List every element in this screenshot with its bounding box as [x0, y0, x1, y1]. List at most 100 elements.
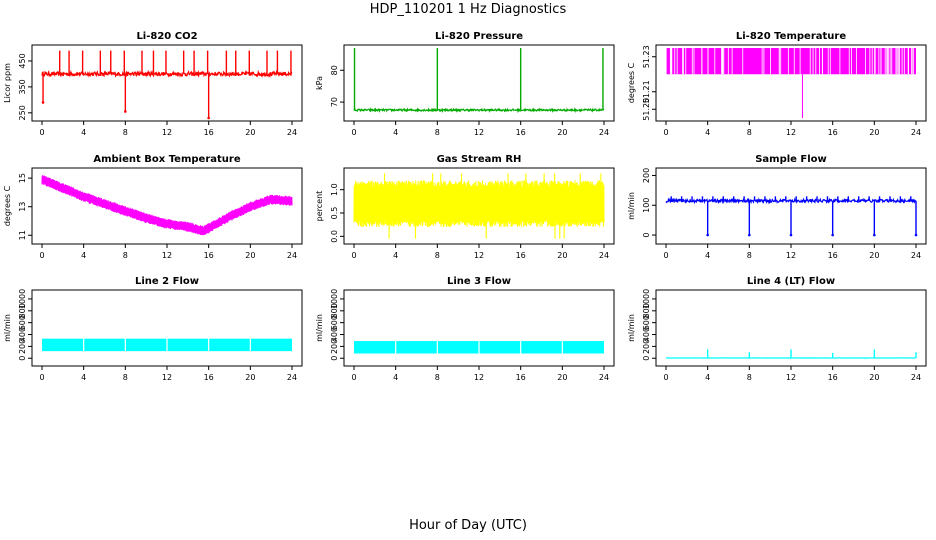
- x-tick-label: 24: [287, 128, 297, 137]
- plot-frame: [31, 44, 303, 122]
- series-trace: [353, 107, 605, 114]
- y-tick-label: 800: [642, 303, 651, 318]
- y-tick-label: 350: [18, 79, 27, 94]
- dip-point: [831, 233, 834, 237]
- y-tick-label: 100: [642, 198, 651, 213]
- y-tick-label: 0: [330, 356, 339, 361]
- dip-point: [706, 233, 709, 237]
- x-tick-label: 8: [123, 251, 128, 260]
- x-tick-label: 0: [663, 251, 668, 260]
- y-axis-label: ml/min: [315, 314, 324, 342]
- chart-title: Li-820 Temperature: [736, 31, 846, 42]
- y-tick-label: 200: [642, 168, 651, 183]
- y-tick-label: 600: [18, 315, 27, 330]
- x-tick-label: 12: [786, 128, 796, 137]
- x-tick-label: 12: [786, 251, 796, 260]
- y-tick-label: 200: [18, 339, 27, 354]
- y-axis-label: percent: [315, 191, 324, 222]
- y-tick-label: 600: [330, 315, 339, 330]
- x-tick-label: 4: [81, 128, 86, 137]
- chart-title: Gas Stream RH: [437, 154, 522, 165]
- chart-title: Ambient Box Temperature: [93, 154, 240, 165]
- x-tick-label: 0: [663, 373, 668, 382]
- x-tick-label: 16: [828, 128, 838, 137]
- x-tick-label: 12: [786, 373, 796, 382]
- chart-panel: Li-820 Pressure 0 4 8 12 16 20 24 70 80 kPa: [315, 31, 615, 137]
- x-tick-label: 4: [393, 128, 398, 137]
- x-tick-label: 12: [474, 128, 484, 137]
- y-tick-label: 11: [18, 230, 27, 240]
- y-tick-label: 0: [642, 232, 651, 237]
- x-tick-label: 20: [245, 128, 255, 137]
- x-tick-label: 0: [39, 251, 44, 260]
- dip-point: [207, 116, 210, 120]
- series-trace: [41, 175, 293, 236]
- x-tick-label: 8: [747, 128, 752, 137]
- series-line: [666, 349, 917, 359]
- x-tick-label: 16: [204, 373, 214, 382]
- chart-title: Line 3 Flow: [447, 276, 511, 287]
- x-tick-label: 16: [516, 373, 526, 382]
- x-tick-label: 12: [474, 373, 484, 382]
- y-tick-label: 51.23: [642, 45, 651, 68]
- series-line: [41, 50, 293, 120]
- x-tick-label: 16: [828, 251, 838, 260]
- y-tick-label: 1000: [18, 289, 27, 309]
- y-tick-label: 0: [18, 356, 27, 361]
- plot-frame: [343, 289, 615, 367]
- x-tick-label: 4: [393, 373, 398, 382]
- x-tick-label: 20: [557, 128, 567, 137]
- y-tick-label: 51.21: [642, 80, 651, 103]
- dip-point: [873, 233, 876, 237]
- x-tick-label: 8: [435, 128, 440, 137]
- dip-point: [41, 101, 45, 104]
- series-line: [353, 173, 605, 239]
- chart-panel: Li-820 CO2 0 4 8 12 16 20 24 250 350 450 Licor ppm: [3, 31, 303, 137]
- x-tick-label: 8: [435, 251, 440, 260]
- series-line: [353, 48, 605, 114]
- y-axis-label: degrees C: [627, 62, 636, 103]
- x-tick-label: 4: [705, 251, 710, 260]
- chart-title: Line 4 (LT) Flow: [747, 276, 835, 287]
- series-line: [665, 196, 918, 237]
- x-tick-label: 20: [557, 251, 567, 260]
- y-tick-label: 1000: [642, 289, 651, 309]
- x-tick-label: 12: [162, 128, 172, 137]
- y-axis-label: degrees C: [3, 185, 12, 226]
- x-tick-label: 8: [123, 128, 128, 137]
- y-tick-label: 0.0: [330, 230, 339, 243]
- x-tick-label: 24: [599, 128, 609, 137]
- chart-panel: Ambient Box Temperature 0 4 8 12 16 20 24 11 13 15…: [3, 154, 303, 260]
- x-tick-label: 20: [245, 251, 255, 260]
- chart-panel: Gas Stream RH 0 4 8 12 16 20 24 0.0 0.5 1.0 percent: [315, 154, 615, 260]
- page-title: HDP_110201 1 Hz Diagnostics: [369, 2, 567, 17]
- x-tick-label: 12: [162, 251, 172, 260]
- dip-point: [789, 233, 793, 237]
- x-tick-label: 24: [287, 373, 297, 382]
- y-axis-label: kPa: [315, 76, 324, 90]
- y-tick-label: 200: [330, 339, 339, 354]
- x-tick-label: 24: [911, 251, 921, 260]
- x-tick-label: 16: [204, 251, 214, 260]
- x-tick-label: 16: [204, 128, 214, 137]
- y-tick-label: 450: [18, 53, 27, 68]
- y-tick-label: 250: [18, 105, 27, 120]
- series-line: [42, 337, 292, 353]
- y-tick-label: 400: [642, 327, 651, 342]
- x-axis-label: Hour of Day (UTC): [409, 518, 527, 533]
- y-axis-label: ml/min: [627, 314, 636, 342]
- y-tick-label: 1.0: [330, 183, 339, 196]
- y-tick-label: 400: [330, 327, 339, 342]
- x-tick-label: 24: [599, 251, 609, 260]
- y-tick-label: 0.5: [330, 207, 339, 220]
- dip-point: [748, 233, 751, 237]
- x-tick-label: 0: [39, 373, 44, 382]
- y-tick-label: 15: [18, 173, 27, 183]
- y-tick-label: 800: [330, 303, 339, 318]
- y-tick-label: 600: [642, 315, 651, 330]
- series-line: [41, 175, 293, 236]
- y-tick-label: 1000: [330, 289, 339, 309]
- x-tick-label: 16: [828, 373, 838, 382]
